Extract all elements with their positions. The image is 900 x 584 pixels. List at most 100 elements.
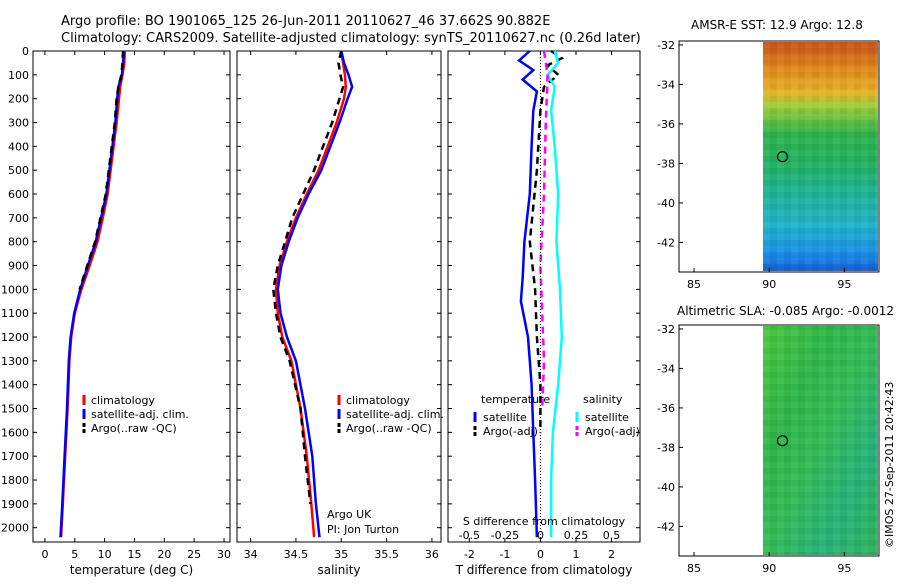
x-tick-label: -2 [464, 548, 475, 561]
sst-map-panel: AMSR-E SST: 12.9 Argo: 12.8 85 90 95 -32 -34… [657, 18, 880, 291]
y-tick-label: 1500 [1, 403, 29, 416]
top-tick-label: -0.5 [459, 529, 480, 542]
y-tick-label: 300 [8, 117, 29, 130]
y-tick-label: 600 [8, 188, 29, 201]
y-tick-label: 1800 [1, 474, 29, 487]
x-tick-label: 20 [157, 548, 171, 561]
diff-legend-label: Argo(-adj) [585, 425, 640, 438]
salinity-xlabel: salinity [317, 563, 360, 577]
x-tick-label: 15 [127, 548, 141, 561]
top-tick-label: 0.5 [603, 529, 621, 542]
y-tick-label: 700 [8, 212, 29, 225]
y-tick-label: 400 [8, 140, 29, 153]
map-y-tick-label: -36 [657, 402, 675, 415]
sla-map-panel: Altimetric SLA: -0.085 Argo: -0.0012 85 9… [657, 304, 894, 575]
map-y-tick-label: -38 [657, 157, 675, 170]
x-tick-label: 2 [608, 548, 615, 561]
map-y-tick-label: -34 [657, 362, 675, 375]
argo-position-marker [776, 151, 789, 163]
y-tick-label: 0 [22, 45, 29, 58]
argo-position-marker [776, 435, 789, 447]
x-tick-label: 36 [425, 548, 439, 561]
map-y-tick-label: -38 [657, 441, 675, 454]
differences-xlabel: T difference from climatology [455, 563, 633, 577]
top-axis-label: S difference from climatology [463, 515, 626, 528]
map-y-tick-label: -32 [657, 323, 675, 336]
salinity-panel: 34 34.5 35 35.5 36 salinity climatologysatelli… [236, 50, 444, 577]
map-y-tick-label: -40 [657, 197, 675, 210]
y-tick-label: 1900 [1, 498, 29, 511]
differences-series-line [528, 49, 565, 433]
map-x-tick-label: 85 [687, 562, 701, 575]
salinity-annotation: PI: Jon Turton [327, 523, 399, 536]
sst-field-texture [763, 42, 878, 271]
diff-legend-title: temperature [481, 393, 550, 406]
y-tick-label: 200 [8, 93, 29, 106]
temperature-panel: 0100200300400500600700800900100011001200… [1, 45, 231, 577]
title-line-1: Argo profile: BO 1901065_125 26-Jun-2011… [61, 14, 550, 29]
y-tick-label: 1700 [1, 450, 29, 463]
map-y-tick-label: -42 [657, 520, 675, 533]
differences-frame [447, 50, 641, 543]
temperature-frame [32, 50, 231, 543]
top-tick-label: 0.25 [564, 529, 589, 542]
x-tick-label: 30 [217, 548, 231, 561]
map-y-tick-label: -34 [657, 78, 675, 91]
x-tick-label: -1 [499, 548, 510, 561]
map-x-tick-label: 90 [762, 278, 776, 291]
y-tick-label: 1400 [1, 379, 29, 392]
top-tick-label: -0.25 [491, 529, 519, 542]
x-tick-label: 35.5 [374, 548, 399, 561]
y-tick-label: 900 [8, 260, 29, 273]
map-x-tick-label: 90 [762, 562, 776, 575]
map-y-tick-label: -32 [657, 39, 675, 52]
y-tick-label: 100 [8, 69, 29, 82]
legend-label: satellite-adj. clim. [91, 408, 189, 421]
x-tick-label: 35 [334, 548, 348, 561]
salinity-series-line [272, 50, 345, 505]
legend-label: climatology [346, 394, 410, 407]
diff-legend-title: salinity [583, 393, 623, 406]
salinity-series-line [276, 50, 354, 538]
diff-legend-label: satellite [483, 411, 527, 424]
map-x-tick-label: 95 [837, 278, 851, 291]
difference-panel: -2 -1 0 1 2 T difference from climatology S di… [447, 49, 641, 577]
y-tick-label: 2000 [1, 522, 29, 535]
x-tick-label: 5 [71, 548, 78, 561]
salinity-frame [236, 50, 442, 543]
y-tick-label: 800 [8, 236, 29, 249]
x-tick-label: 25 [187, 548, 201, 561]
temperature-xlabel: temperature (deg C) [70, 563, 193, 577]
top-tick-label: 0 [537, 529, 544, 542]
sla-map-title: Altimetric SLA: -0.085 Argo: -0.0012 [677, 304, 894, 318]
legend-label: Argo(..raw -QC) [91, 422, 177, 435]
temperature-series-line [78, 50, 125, 290]
copyright-stamp: ©IMOS 27-Sep-2011 20:42:43 [883, 382, 896, 548]
x-tick-label: 0 [41, 548, 48, 561]
salinity-annotation: Argo UK [327, 508, 372, 521]
x-tick-label: 34.5 [284, 548, 309, 561]
legend-label: satellite-adj. clim. [346, 408, 444, 421]
legend-label: Argo(..raw -QC) [346, 422, 432, 435]
differences-series-line [539, 50, 549, 409]
x-tick-label: 34 [244, 548, 258, 561]
y-tick-label: 1100 [1, 307, 29, 320]
differences-series-line [517, 50, 539, 538]
differences-series-line [546, 50, 564, 538]
y-tick-label: 1300 [1, 355, 29, 368]
x-tick-label: 0 [537, 548, 544, 561]
map-x-tick-label: 85 [687, 278, 701, 291]
sla-field-texture [763, 326, 878, 555]
y-tick-label: 500 [8, 164, 29, 177]
y-tick-label: 1600 [1, 426, 29, 439]
y-tick-label: 1000 [1, 283, 29, 296]
map-y-tick-label: -40 [657, 481, 675, 494]
map-x-tick-label: 95 [837, 562, 851, 575]
x-tick-label: 1 [573, 548, 580, 561]
map-y-tick-label: -42 [657, 236, 675, 249]
sst-map-title: AMSR-E SST: 12.9 Argo: 12.8 [691, 18, 863, 32]
x-tick-label: 10 [98, 548, 112, 561]
title-line-2: Climatology: CARS2009. Satellite-adjuste… [61, 31, 641, 46]
